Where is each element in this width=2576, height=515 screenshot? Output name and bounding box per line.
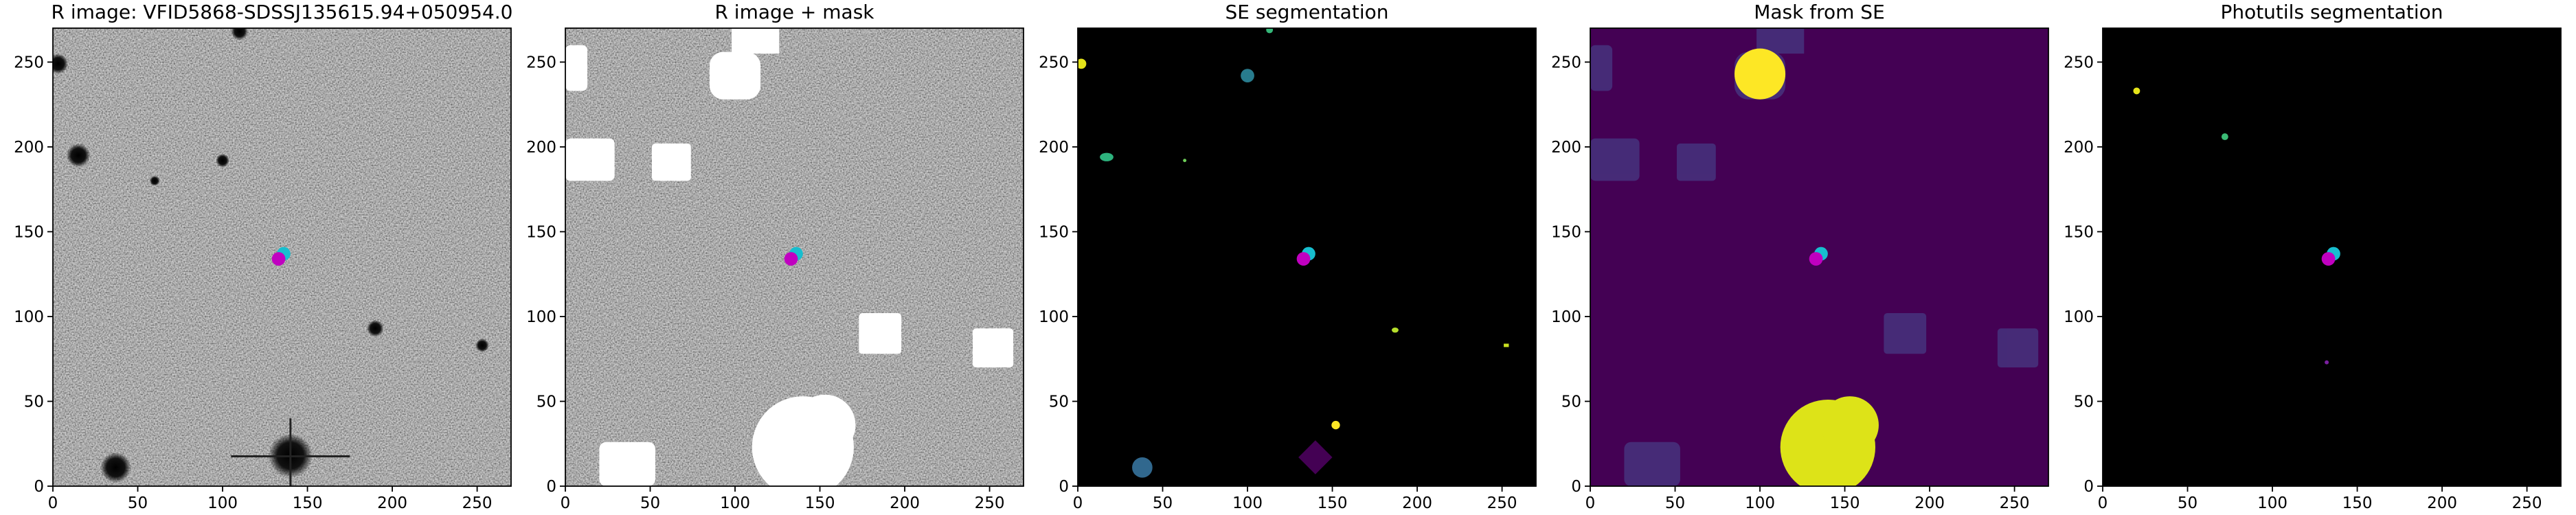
x-tick-label: 250 [975,494,1005,512]
panel-title: R image: VFID5868-SDSSJ135615.94+050954.… [52,1,513,23]
x-tick-label: 100 [1232,494,1263,512]
x-tick-label: 150 [293,494,323,512]
x-tick-label: 100 [720,494,750,512]
y-tick-label: 150 [1551,223,1581,241]
x-tick-label: 0 [2098,494,2108,512]
x-tick-label: 250 [2000,494,2030,512]
y-tick-label: 250 [14,54,44,71]
y-tick-label: 50 [1561,393,1581,411]
y-tick-label: 200 [526,139,556,157]
x-tick-label: 50 [1665,494,1685,512]
y-tick-label: 100 [1551,308,1581,326]
image-panel [1590,28,2048,486]
y-tick-label: 0 [1059,478,1069,496]
x-tick-label: 50 [2178,494,2197,512]
x-tick-label: 0 [1585,494,1596,512]
x-tick-label: 50 [1153,494,1173,512]
x-tick-label: 150 [1318,494,1348,512]
x-tick-label: 250 [462,494,493,512]
y-tick-label: 250 [1039,54,1069,71]
panel-title: Photutils segmentation [2220,1,2443,23]
y-tick-label: 100 [1039,308,1069,326]
x-tick-label: 0 [1073,494,1083,512]
y-tick-label: 0 [34,478,44,496]
y-tick-label: 0 [546,478,556,496]
y-tick-label: 250 [1551,54,1581,71]
image-panel [565,28,1024,486]
y-tick-label: 100 [14,308,44,326]
y-tick-label: 50 [536,393,556,411]
y-tick-label: 150 [526,223,556,241]
x-tick-label: 200 [2427,494,2457,512]
axes-frame [1590,27,2049,487]
y-tick-label: 200 [1551,139,1581,157]
image-panel [53,28,511,486]
x-tick-label: 0 [561,494,571,512]
y-tick-label: 150 [14,223,44,241]
y-tick-label: 100 [526,308,556,326]
x-tick-label: 250 [2512,494,2542,512]
x-tick-label: 0 [48,494,58,512]
x-tick-label: 200 [890,494,920,512]
y-tick-label: 50 [1049,393,1069,411]
image-panel [2103,28,2561,486]
x-tick-label: 200 [1402,494,1432,512]
axes-frame [52,27,512,487]
panel-title: SE segmentation [1225,1,1389,23]
axes-frame [565,27,1024,487]
y-tick-label: 150 [2064,223,2094,241]
y-tick-label: 250 [526,54,556,71]
y-tick-label: 150 [1039,223,1069,241]
y-tick-label: 250 [2064,54,2094,71]
x-tick-label: 100 [1745,494,1775,512]
axes-frame [2102,27,2562,487]
x-tick-label: 50 [128,494,148,512]
y-tick-label: 0 [1571,478,1581,496]
x-tick-label: 100 [207,494,238,512]
y-tick-label: 200 [2064,139,2094,157]
panel-title: Mask from SE [1754,1,1885,23]
y-tick-label: 100 [2064,308,2094,326]
panel-title: R image + mask [714,1,874,23]
y-tick-label: 200 [1039,139,1069,157]
y-tick-label: 0 [2083,478,2094,496]
axes-frame [1077,27,1537,487]
x-tick-label: 150 [805,494,835,512]
x-tick-label: 100 [2257,494,2287,512]
x-tick-label: 250 [1487,494,1517,512]
y-tick-label: 200 [14,139,44,157]
x-tick-label: 150 [2342,494,2373,512]
x-tick-label: 200 [1914,494,1945,512]
x-tick-label: 50 [640,494,660,512]
x-tick-label: 150 [1830,494,1860,512]
y-tick-label: 50 [24,393,44,411]
image-panel [1078,28,1536,486]
x-tick-label: 200 [377,494,407,512]
y-tick-label: 50 [2074,393,2094,411]
